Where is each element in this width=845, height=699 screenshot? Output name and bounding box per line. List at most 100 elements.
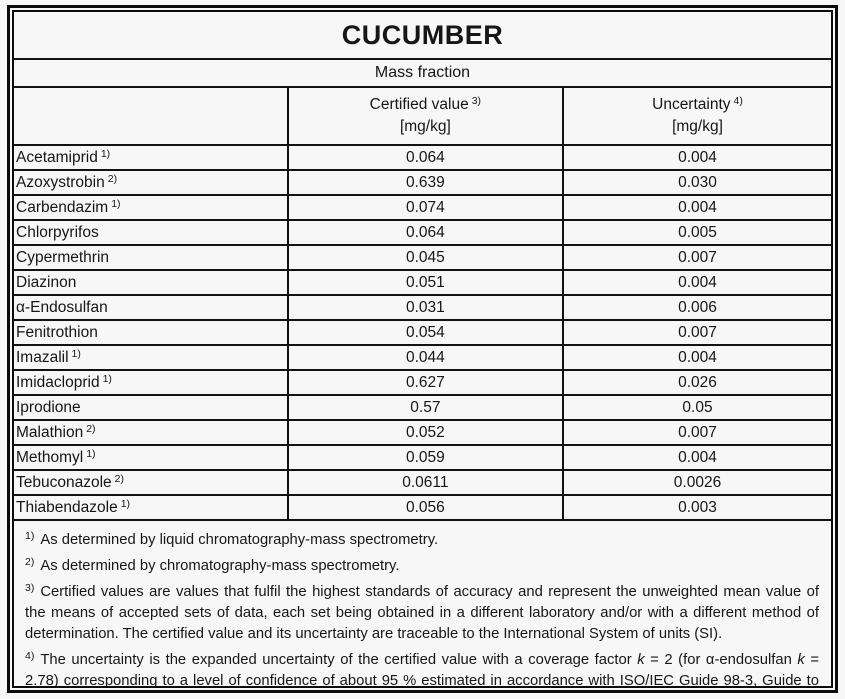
- certified-value-cell: 0.627: [286, 369, 565, 396]
- table-row: Chlorpyrifos 0.064 0.005: [14, 219, 831, 246]
- column-header-analyte: [14, 86, 289, 146]
- analyte-name: Acetamiprid: [16, 148, 98, 166]
- footnote-3: 3) Certified values are values that fulfi…: [25, 582, 819, 645]
- certified-value-cell: 0.052: [286, 419, 565, 446]
- uncertainty-value-cell: 0.004: [562, 144, 831, 171]
- certified-value-cell: 0.044: [286, 344, 565, 371]
- table-row: Tebuconazole 2) 0.0611 0.0026: [14, 469, 831, 496]
- certified-value-label: Certified value: [369, 95, 469, 113]
- uncertainty-value-cell: 0.007: [562, 319, 831, 346]
- analyte-cell: Imidacloprid 1): [14, 369, 289, 396]
- footnote-2-marker: 2): [25, 556, 35, 568]
- table-row: Acetamiprid 1) 0.064 0.004: [14, 144, 831, 171]
- table-row: Fenitrothion 0.054 0.007: [14, 319, 831, 346]
- column-header-uncertainty: Uncertainty 4) [mg/kg]: [562, 86, 831, 146]
- uncertainty-value-cell: 0.004: [562, 269, 831, 296]
- table-frame-inner: CUCUMBER Mass fraction Certified value 3)…: [12, 10, 833, 688]
- analyte-cell: Imazalil 1): [14, 344, 289, 371]
- table-row: Imazalil 1) 0.044 0.004: [14, 344, 831, 371]
- analyte-cell: Azoxystrobin 2): [14, 169, 289, 196]
- table-frame: CUCUMBER Mass fraction Certified value 3)…: [7, 5, 838, 693]
- analyte-name: Malathion: [16, 423, 84, 441]
- analyte-footnote-ref: 1): [102, 372, 112, 385]
- certified-value-cell: 0.051: [286, 269, 565, 296]
- analyte-footnote-ref: 1): [71, 347, 81, 360]
- uncertainty-value-cell: 0.026: [562, 369, 831, 396]
- subtitle-row: Mass fraction: [14, 58, 831, 88]
- uncertainty-value-cell: 0.004: [562, 194, 831, 221]
- analyte-name: α-Endosulfan: [16, 298, 108, 316]
- title-row: CUCUMBER: [14, 12, 831, 60]
- uncertainty-value-cell: 0.004: [562, 444, 831, 471]
- coverage-factor-k: k: [637, 652, 645, 668]
- footnote-4-text-part1: The uncertainty is the expanded uncertai…: [40, 652, 638, 668]
- analyte-cell: Diazinon: [14, 269, 289, 296]
- analyte-name: Cypermethrin: [16, 248, 110, 266]
- table-subtitle: Mass fraction: [14, 58, 831, 88]
- uncertainty-value-cell: 0.005: [562, 219, 831, 246]
- uncertainty-value-cell: 0.007: [562, 244, 831, 271]
- uncertainty-value-cell: 0.0026: [562, 469, 831, 496]
- certified-value-cell: 0.045: [286, 244, 565, 271]
- certified-value-cell: 0.031: [286, 294, 565, 321]
- footnotes-section: 1) As determined by liquid chromatography…: [14, 521, 831, 686]
- analyte-cell: Iprodione: [14, 394, 289, 421]
- certified-value-cell: 0.059: [286, 444, 565, 471]
- analyte-cell: Acetamiprid 1): [14, 144, 289, 171]
- analyte-footnote-ref: 1): [86, 447, 96, 460]
- certified-value-unit: [mg/kg]: [399, 118, 451, 135]
- analyte-name: Imazalil: [16, 348, 69, 366]
- analyte-name: Diazinon: [16, 273, 77, 291]
- analyte-cell: Chlorpyrifos: [14, 219, 289, 246]
- analyte-name: Imidacloprid: [16, 373, 100, 391]
- analyte-footnote-ref: 1): [111, 197, 121, 210]
- certified-value-cell: 0.57: [286, 394, 565, 421]
- certified-value-cell: 0.056: [286, 494, 565, 521]
- footnote-2: 2) As determined by chromatography-mass s…: [25, 556, 819, 577]
- table-title: CUCUMBER: [14, 12, 831, 60]
- header-row: Certified value 3) [mg/kg] Uncertainty 4) …: [14, 86, 831, 146]
- footnote-2-text: As determined by chromatography-mass spe…: [40, 558, 400, 574]
- table-row: Diazinon 0.051 0.004: [14, 269, 831, 296]
- coverage-factor-k: k: [797, 652, 805, 668]
- analyte-footnote-ref: 2): [107, 172, 118, 185]
- uncertainty-value-cell: 0.030: [562, 169, 831, 196]
- uncertainty-unit: [mg/kg]: [672, 118, 723, 135]
- footnote-4-text-part2: = 2 (for α-endosulfan: [644, 652, 798, 668]
- analyte-footnote-ref: 2): [114, 472, 125, 485]
- analyte-cell: α-Endosulfan: [14, 294, 289, 321]
- analyte-footnote-ref: 2): [86, 422, 96, 435]
- analyte-footnote-ref: 1): [100, 147, 111, 160]
- certified-value-cell: 0.639: [286, 169, 565, 196]
- footnote-1-text: As determined by liquid chromatography-m…: [40, 532, 439, 548]
- analyte-cell: Malathion 2): [14, 419, 289, 446]
- analyte-cell: Cypermethrin: [14, 244, 289, 271]
- table-row: Azoxystrobin 2) 0.639 0.030: [14, 169, 831, 196]
- footnote-ref-4: 4): [733, 94, 743, 107]
- footnote-1: 1) As determined by liquid chromatography…: [25, 530, 819, 551]
- analyte-footnote-ref: 1): [120, 497, 131, 510]
- certified-value-cell: 0.064: [286, 219, 565, 246]
- uncertainty-value-cell: 0.006: [562, 294, 831, 321]
- footnote-4: 4) The uncertainty is the expanded uncert…: [25, 650, 819, 686]
- analyte-cell: Methomyl 1): [14, 444, 289, 471]
- analyte-cell: Thiabendazole 1): [14, 494, 289, 521]
- analyte-cell: Fenitrothion: [14, 319, 289, 346]
- analyte-name: Fenitrothion: [16, 323, 98, 341]
- uncertainty-value-cell: 0.05: [562, 394, 831, 421]
- table-row: Methomyl 1) 0.059 0.004: [14, 444, 831, 471]
- column-header-certified-value: Certified value 3) [mg/kg]: [286, 86, 565, 146]
- uncertainty-value-cell: 0.003: [562, 494, 831, 521]
- analyte-name: Iprodione: [16, 398, 81, 416]
- table-row: Cypermethrin 0.045 0.007: [14, 244, 831, 271]
- certified-value-cell: 0.074: [286, 194, 565, 221]
- certified-value-cell: 0.064: [286, 144, 565, 171]
- certified-value-cell: 0.0611: [286, 469, 565, 496]
- certified-value-cell: 0.054: [286, 319, 565, 346]
- footnote-3-marker: 3): [25, 582, 35, 594]
- uncertainty-label: Uncertainty: [652, 95, 731, 113]
- analyte-name: Carbendazim: [16, 198, 109, 216]
- analyte-name: Thiabendazole: [16, 498, 118, 516]
- footnote-4-marker: 4): [25, 650, 35, 662]
